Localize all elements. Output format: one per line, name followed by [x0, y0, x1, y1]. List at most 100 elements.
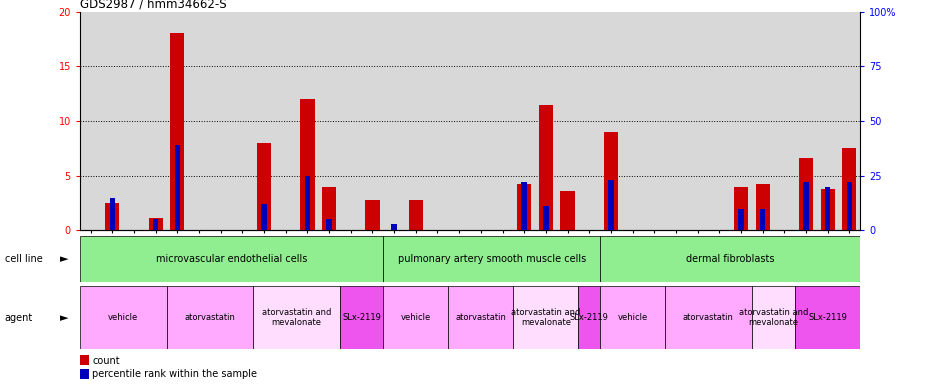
Bar [470, 12, 492, 230]
Bar [621, 12, 643, 230]
Bar [752, 286, 795, 349]
Bar [513, 12, 535, 230]
Bar [257, 143, 271, 230]
Text: atorvastatin and
mevalonate: atorvastatin and mevalonate [739, 308, 808, 328]
Text: count: count [92, 356, 120, 366]
Bar [253, 12, 274, 230]
Bar [261, 204, 267, 230]
Bar [340, 286, 384, 349]
Bar [756, 184, 770, 230]
Bar [752, 12, 774, 230]
Bar [522, 182, 527, 230]
Text: vehicle: vehicle [108, 313, 138, 322]
Bar [188, 12, 210, 230]
Bar [543, 206, 549, 230]
Bar [153, 220, 159, 230]
Text: SLx-2119: SLx-2119 [342, 313, 381, 322]
Bar [405, 12, 427, 230]
Bar [608, 180, 614, 230]
Bar [80, 12, 102, 230]
Bar [326, 220, 332, 230]
Bar [539, 104, 553, 230]
Bar [105, 203, 119, 230]
Text: GDS2987 / hmm34662-S: GDS2987 / hmm34662-S [80, 0, 227, 10]
Bar [825, 187, 830, 230]
Bar [760, 209, 765, 230]
Text: vehicle: vehicle [618, 313, 648, 322]
Text: ►: ► [59, 254, 69, 264]
Bar [738, 209, 744, 230]
Bar [409, 200, 423, 230]
Bar [734, 187, 748, 230]
Bar [730, 12, 752, 230]
Bar [340, 12, 362, 230]
Bar [362, 12, 384, 230]
Bar [166, 286, 253, 349]
Bar [560, 191, 574, 230]
Text: atorvastatin and
mevalonate: atorvastatin and mevalonate [262, 308, 331, 328]
Text: cell line: cell line [5, 254, 42, 264]
Bar [110, 197, 115, 230]
Bar [842, 148, 856, 230]
Text: dermal fibroblasts: dermal fibroblasts [686, 254, 775, 264]
Bar [643, 12, 666, 230]
Bar [803, 182, 808, 230]
Text: pulmonary artery smooth muscle cells: pulmonary artery smooth muscle cells [398, 254, 586, 264]
Text: atorvastatin: atorvastatin [683, 313, 734, 322]
Bar [149, 218, 163, 230]
Text: SLx-2119: SLx-2119 [570, 313, 608, 322]
Bar [847, 182, 852, 230]
Bar [102, 12, 123, 230]
Bar [535, 12, 556, 230]
Bar [556, 12, 578, 230]
Bar [427, 12, 448, 230]
Bar [175, 145, 180, 230]
Bar [210, 12, 231, 230]
Bar [578, 286, 600, 349]
Bar [799, 158, 813, 230]
Bar [384, 286, 448, 349]
Bar [253, 286, 340, 349]
Bar [274, 12, 297, 230]
Bar [297, 12, 319, 230]
Bar [322, 187, 337, 230]
Bar [517, 184, 531, 230]
Bar [448, 286, 513, 349]
Bar [774, 12, 795, 230]
Bar [817, 12, 838, 230]
Text: vehicle: vehicle [400, 313, 431, 322]
Text: agent: agent [5, 313, 33, 323]
Bar [600, 236, 860, 282]
Bar [821, 189, 835, 230]
Bar [145, 12, 166, 230]
Text: atorvastatin: atorvastatin [455, 313, 507, 322]
Bar [448, 12, 470, 230]
Bar [600, 12, 621, 230]
Bar [305, 176, 310, 230]
Text: atorvastatin and
mevalonate: atorvastatin and mevalonate [511, 308, 581, 328]
Bar [687, 12, 709, 230]
Bar [231, 12, 253, 230]
Bar [366, 200, 380, 230]
Text: ►: ► [59, 313, 69, 323]
Bar [80, 236, 384, 282]
Bar [795, 286, 860, 349]
Bar [838, 12, 860, 230]
Text: percentile rank within the sample: percentile rank within the sample [92, 369, 258, 379]
Bar [578, 12, 600, 230]
Bar [123, 12, 145, 230]
Bar [666, 12, 687, 230]
Bar [80, 286, 166, 349]
Bar [513, 286, 578, 349]
Bar [600, 286, 666, 349]
Text: atorvastatin: atorvastatin [184, 313, 235, 322]
Text: SLx-2119: SLx-2119 [808, 313, 847, 322]
Bar [80, 369, 89, 379]
Bar [666, 286, 752, 349]
Bar [492, 12, 513, 230]
Text: microvascular endothelial cells: microvascular endothelial cells [156, 254, 307, 264]
Bar [603, 132, 618, 230]
Bar [384, 236, 600, 282]
Bar [170, 33, 184, 230]
Bar [384, 12, 405, 230]
